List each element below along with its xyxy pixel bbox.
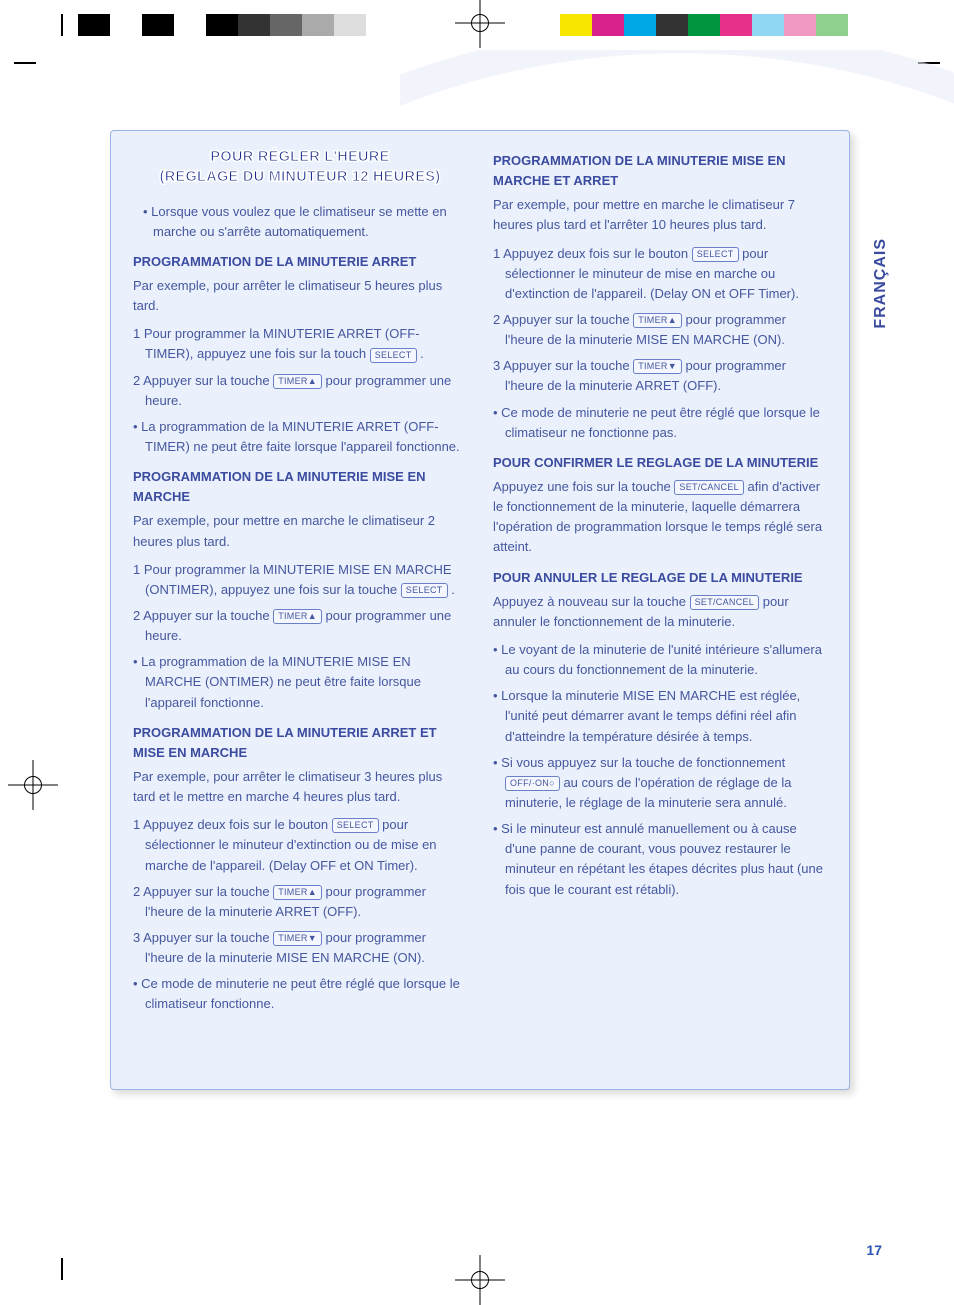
color-bar-cmyk [560, 14, 880, 36]
heading: PROGRAMMATION DE LA MINUTERIE MISE EN MA… [493, 151, 827, 191]
language-tab: FRANÇAIS [868, 230, 894, 337]
step: 1 Appuyez deux fois sur le bouton SELECT… [493, 244, 827, 304]
crop-mark [14, 62, 36, 64]
timer-up-button-icon: TIMER▲ [273, 374, 322, 389]
step: 1 Pour programmer la MINUTERIE MISE EN M… [133, 560, 467, 600]
heading: POUR ANNULER LE REGLAGE DE LA MINUTERIE [493, 568, 827, 588]
step: 3 Appuyer sur la touche TIMER▼ pour prog… [133, 928, 467, 968]
color-swatch [656, 14, 688, 36]
step: 1 Appuyez deux fois sur le bouton SELECT… [133, 815, 467, 875]
intro-text: Lorsque vous voulez que le climatiseur s… [143, 202, 467, 242]
select-button-icon: SELECT [401, 583, 448, 598]
crop-mark [61, 1258, 63, 1280]
color-swatch [142, 14, 174, 36]
color-swatch [206, 14, 238, 36]
note: La programmation de la MINUTERIE ARRET (… [133, 417, 467, 457]
registration-mark-icon [455, 1255, 505, 1305]
color-bar-grayscale [78, 14, 398, 36]
setcancel-button-icon: SET/CANCEL [690, 595, 760, 610]
color-swatch [78, 14, 110, 36]
timer-up-button-icon: TIMER▲ [273, 609, 322, 624]
timer-up-button-icon: TIMER▲ [273, 885, 322, 900]
color-swatch [784, 14, 816, 36]
section-title: POUR RÉGLER L'HEURE (REGLAGE DU MINUTEUR… [133, 147, 467, 188]
crop-mark [61, 14, 63, 36]
heading: PROGRAMMATION DE LA MINUTERIE ARRET [133, 252, 467, 272]
step: 2 Appuyer sur la touche TIMER▲ pour prog… [493, 310, 827, 350]
offon-button-icon: OFF/·ON○ [505, 776, 560, 791]
step: 2 Appuyer sur la touche TIMER▲ pour prog… [133, 882, 467, 922]
paragraph: Par exemple, pour arrêter le climatiseur… [133, 767, 467, 807]
note: Si vous appuyez sur la touche de fonctio… [493, 753, 827, 813]
select-button-icon: SELECT [332, 818, 379, 833]
note: Le voyant de la minuterie de l'unité int… [493, 640, 827, 680]
timer-down-button-icon: TIMER▼ [273, 931, 322, 946]
registration-mark-icon [455, 0, 505, 48]
color-swatch [366, 14, 398, 36]
title-line-1: POUR RÉGLER L'HEURE [133, 147, 467, 167]
color-swatch [174, 14, 206, 36]
paragraph: Par exemple, pour mettre en marche le cl… [133, 511, 467, 551]
paragraph: Par exemple, pour mettre en marche le cl… [493, 195, 827, 235]
step: 2 Appuyer sur la touche TIMER▲ pour prog… [133, 371, 467, 411]
title-line-2: (REGLAGE DU MINUTEUR 12 HEURES) [133, 167, 467, 187]
select-button-icon: SELECT [370, 348, 417, 363]
color-swatch [270, 14, 302, 36]
paragraph: Appuyez une fois sur la touche SET/CANCE… [493, 477, 827, 558]
note: La programmation de la MINUTERIE MISE EN… [133, 652, 467, 712]
select-button-icon: SELECT [692, 247, 739, 262]
right-column: PROGRAMMATION DE LA MINUTERIE MISE EN MA… [493, 147, 827, 1071]
left-column: POUR RÉGLER L'HEURE (REGLAGE DU MINUTEUR… [133, 147, 467, 1071]
color-swatch [624, 14, 656, 36]
content-card: POUR RÉGLER L'HEURE (REGLAGE DU MINUTEUR… [110, 130, 850, 1090]
page-number: 17 [866, 1242, 882, 1258]
note: Lorsque la minuterie MISE EN MARCHE est … [493, 686, 827, 746]
heading: PROGRAMMATION DE LA MINUTERIE ARRET ET M… [133, 723, 467, 763]
note: Si le minuteur est annulé manuellement o… [493, 819, 827, 900]
color-swatch [848, 14, 880, 36]
color-swatch [560, 14, 592, 36]
color-swatch [752, 14, 784, 36]
note: Ce mode de minuterie ne peut être réglé … [493, 403, 827, 443]
step: 3 Appuyer sur la touche TIMER▼ pour prog… [493, 356, 827, 396]
heading: PROGRAMMATION DE LA MINUTERIE MISE EN MA… [133, 467, 467, 507]
paragraph: Par exemple, pour arrêter le climatiseur… [133, 276, 467, 316]
step: 2 Appuyer sur la touche TIMER▲ pour prog… [133, 606, 467, 646]
color-swatch [688, 14, 720, 36]
color-swatch [110, 14, 142, 36]
color-swatch [592, 14, 624, 36]
registration-mark-icon [8, 760, 58, 810]
color-swatch [816, 14, 848, 36]
setcancel-button-icon: SET/CANCEL [674, 480, 744, 495]
heading: POUR CONFIRMER LE REGLAGE DE LA MINUTERI… [493, 453, 827, 473]
color-swatch [334, 14, 366, 36]
step: 1 Pour programmer la MINUTERIE ARRET (OF… [133, 324, 467, 364]
timer-down-button-icon: TIMER▼ [633, 359, 682, 374]
color-swatch [720, 14, 752, 36]
note: Ce mode de minuterie ne peut être réglé … [133, 974, 467, 1014]
paragraph: Appuyez à nouveau sur la touche SET/CANC… [493, 592, 827, 632]
color-swatch [302, 14, 334, 36]
timer-up-button-icon: TIMER▲ [633, 313, 682, 328]
color-swatch [238, 14, 270, 36]
